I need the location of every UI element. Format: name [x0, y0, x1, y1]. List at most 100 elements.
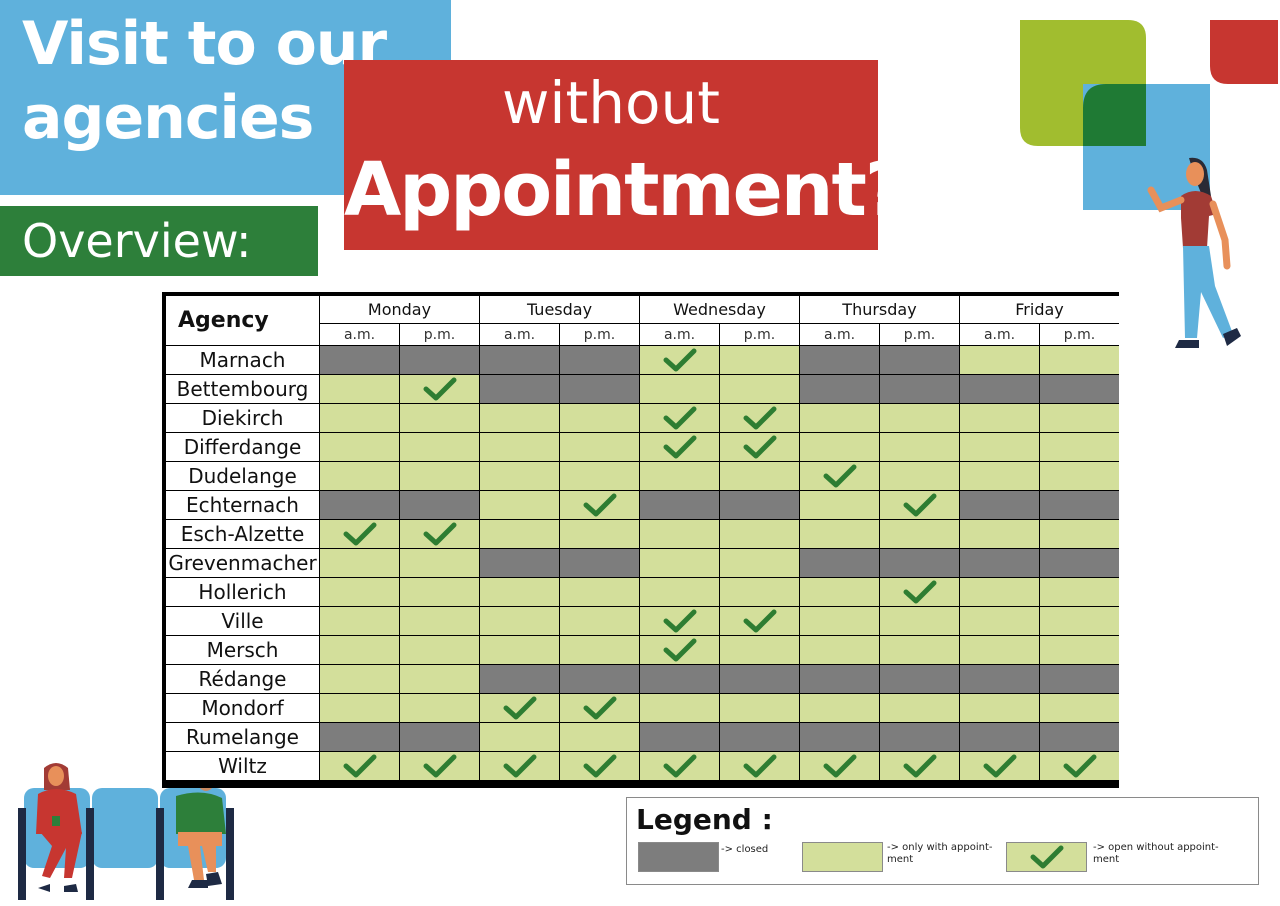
schedule-cell-appointment — [1040, 636, 1119, 664]
schedule-cell-closed — [1040, 375, 1119, 403]
schedule-cell-open — [640, 607, 719, 635]
schedule-cell-appointment — [640, 578, 719, 606]
schedule-cell-appointment — [400, 636, 479, 664]
schedule-cell-open — [320, 752, 399, 780]
schedule-cell-appointment — [560, 723, 639, 751]
schedule-cell-appointment — [400, 433, 479, 461]
schedule-cell-appointment — [960, 636, 1039, 664]
schedule-cell-closed — [1040, 549, 1119, 577]
legend-box: Legend : -> closed -> only with appoint-… — [626, 797, 1259, 885]
schedule-cell-appointment — [800, 607, 879, 635]
checkmark-icon — [343, 522, 376, 546]
day-header-wednesday: Wednesday — [640, 296, 799, 323]
period-header-thursday-pm: p.m. — [880, 324, 959, 345]
schedule-cell-appointment — [960, 404, 1039, 432]
checkmark-icon — [663, 348, 696, 372]
period-header-wednesday-pm: p.m. — [720, 324, 799, 345]
schedule-cell-appointment — [560, 607, 639, 635]
agency-name: Marnach — [166, 346, 319, 374]
schedule-cell-closed — [320, 491, 399, 519]
period-header-wednesday-am: a.m. — [640, 324, 719, 345]
checkmark-icon — [823, 464, 856, 488]
schedule-cell-appointment — [880, 520, 959, 548]
schedule-cell-closed — [560, 375, 639, 403]
period-header-monday-pm: p.m. — [400, 324, 479, 345]
schedule-cell-closed — [480, 375, 559, 403]
schedule-cell-appointment — [480, 723, 559, 751]
schedule-cell-closed — [640, 665, 719, 693]
schedule-cell-appointment — [560, 433, 639, 461]
checkmark-icon — [1030, 845, 1063, 869]
schedule-cell-appointment — [560, 404, 639, 432]
schedule-cell-closed — [720, 665, 799, 693]
schedule-cell-appointment — [560, 636, 639, 664]
schedule-cell-appointment — [800, 636, 879, 664]
schedule-cell-appointment — [640, 549, 719, 577]
checkmark-icon — [423, 377, 456, 401]
schedule-cell-appointment — [320, 462, 399, 490]
checkmark-icon — [663, 609, 696, 633]
schedule-cell-closed — [480, 346, 559, 374]
schedule-cell-appointment — [320, 375, 399, 403]
checkmark-icon — [983, 754, 1016, 778]
schedule-cell-appointment — [1040, 607, 1119, 635]
agency-name: Hollerich — [166, 578, 319, 606]
schedule-cell-open — [640, 752, 719, 780]
agency-name: Mersch — [166, 636, 319, 664]
schedule-cell-appointment — [800, 578, 879, 606]
schedule-cell-appointment — [960, 578, 1039, 606]
legend-label-appointment: -> only with appoint-ment — [887, 842, 993, 865]
schedule-cell-appointment — [560, 520, 639, 548]
schedule-cell-open — [880, 752, 959, 780]
schedule-cell-closed — [880, 665, 959, 693]
period-header-tuesday-am: a.m. — [480, 324, 559, 345]
checkmark-icon — [423, 522, 456, 546]
schedule-cell-appointment — [400, 462, 479, 490]
checkmark-icon — [743, 406, 776, 430]
schedule-cell-appointment — [880, 694, 959, 722]
schedule-cell-appointment — [320, 636, 399, 664]
schedule-cell-appointment — [560, 578, 639, 606]
checkmark-icon — [583, 493, 616, 517]
agency-name: Echternach — [166, 491, 319, 519]
schedule-cell-closed — [560, 549, 639, 577]
schedule-cell-open — [880, 491, 959, 519]
schedule-cell-closed — [800, 549, 879, 577]
agency-name: Rumelange — [166, 723, 319, 751]
schedule-cell-appointment — [720, 462, 799, 490]
agency-name: Mondorf — [166, 694, 319, 722]
agency-name: Grevenmacher — [166, 549, 319, 577]
schedule-cell-appointment — [640, 520, 719, 548]
schedule-cell-closed — [400, 346, 479, 374]
schedule-cell-closed — [960, 549, 1039, 577]
schedule-cell-closed — [720, 723, 799, 751]
schedule-cell-appointment — [800, 694, 879, 722]
schedule-cell-appointment — [720, 375, 799, 403]
legend-label-open: -> open without appoint-ment — [1093, 842, 1219, 865]
schedule-cell-open — [400, 520, 479, 548]
subtitle-top: without — [501, 69, 721, 137]
page-title-line2: agencies — [22, 83, 314, 153]
agency-name: Rédange — [166, 665, 319, 693]
title-banner-red: without Appointment? — [344, 60, 908, 250]
schedule-cell-appointment — [960, 462, 1039, 490]
schedule-cell-appointment — [1040, 578, 1119, 606]
legend-swatch-closed — [638, 842, 719, 872]
section-label: Overview: — [22, 214, 252, 268]
period-header-tuesday-pm: p.m. — [560, 324, 639, 345]
checkmark-icon — [903, 580, 936, 604]
schedule-cell-closed — [400, 491, 479, 519]
schedule-cell-appointment — [400, 665, 479, 693]
schedule-cell-closed — [480, 549, 559, 577]
checkmark-icon — [743, 609, 776, 633]
schedule-cell-closed — [960, 491, 1039, 519]
schedule-cell-appointment — [320, 665, 399, 693]
agency-name: Dudelange — [166, 462, 319, 490]
checkmark-icon — [343, 754, 376, 778]
schedule-cell-appointment — [720, 520, 799, 548]
brand-logo-icon — [1020, 20, 1278, 210]
schedule-cell-closed — [320, 723, 399, 751]
schedule-cell-appointment — [320, 549, 399, 577]
schedule-cell-open — [720, 607, 799, 635]
schedule-cell-closed — [880, 346, 959, 374]
